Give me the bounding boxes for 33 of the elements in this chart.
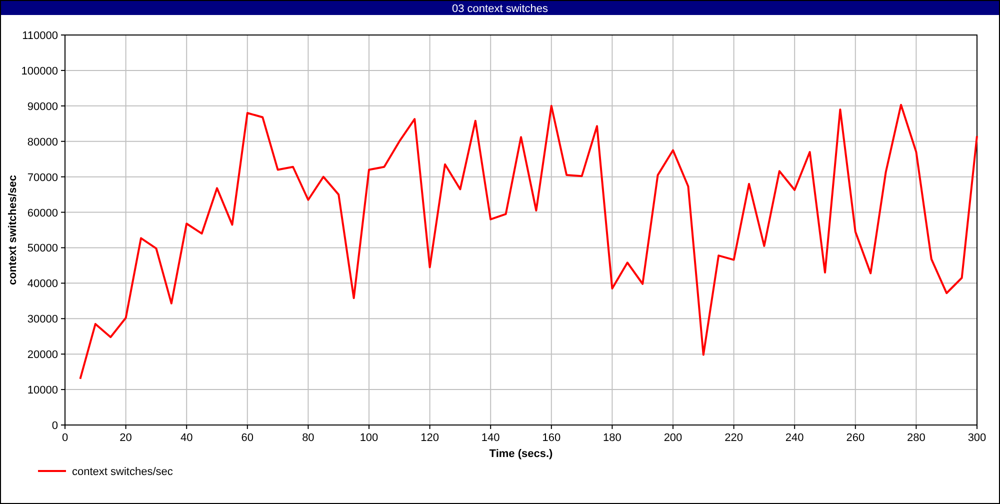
x-tick-label: 200 [664, 432, 682, 444]
x-tick-label: 80 [302, 432, 314, 444]
x-tick-label: 120 [420, 432, 439, 444]
y-tick-label: 80000 [27, 136, 58, 148]
x-tick-label: 40 [180, 432, 193, 444]
y-tick-label: 60000 [27, 207, 58, 220]
y-tick-label: 100000 [21, 65, 58, 78]
y-tick-label: 90000 [27, 100, 58, 113]
y-axis-title: context switches/sec [7, 174, 19, 286]
x-tick-label: 180 [603, 432, 622, 444]
x-tick-label: 0 [62, 432, 68, 444]
x-tick-label: 160 [542, 432, 561, 444]
y-tick-label: 110000 [22, 30, 58, 42]
y-tick-label: 70000 [27, 172, 58, 184]
x-tick-label: 60 [241, 432, 254, 444]
x-tick-label: 300 [968, 432, 986, 444]
y-tick-label: 0 [52, 420, 58, 432]
y-tick-label: 30000 [27, 314, 58, 326]
x-tick-label: 240 [785, 432, 804, 444]
y-tick-label: 50000 [27, 242, 58, 255]
x-axis-title: Time (secs.) [489, 448, 554, 460]
x-tick-label: 140 [481, 432, 500, 444]
line-series [79, 104, 978, 380]
y-tick-label: 40000 [27, 278, 58, 290]
x-tick-label: 100 [360, 432, 378, 444]
x-tick-label: 260 [846, 432, 865, 444]
chart-title: 03 context switches [452, 3, 548, 15]
legend-label: context switches/sec [72, 466, 174, 478]
y-tick-label: 10000 [27, 384, 58, 397]
x-tick-label: 280 [907, 432, 926, 444]
x-tick-label: 220 [724, 432, 743, 444]
x-tick-label: 20 [120, 432, 132, 444]
y-tick-label: 20000 [27, 349, 58, 362]
